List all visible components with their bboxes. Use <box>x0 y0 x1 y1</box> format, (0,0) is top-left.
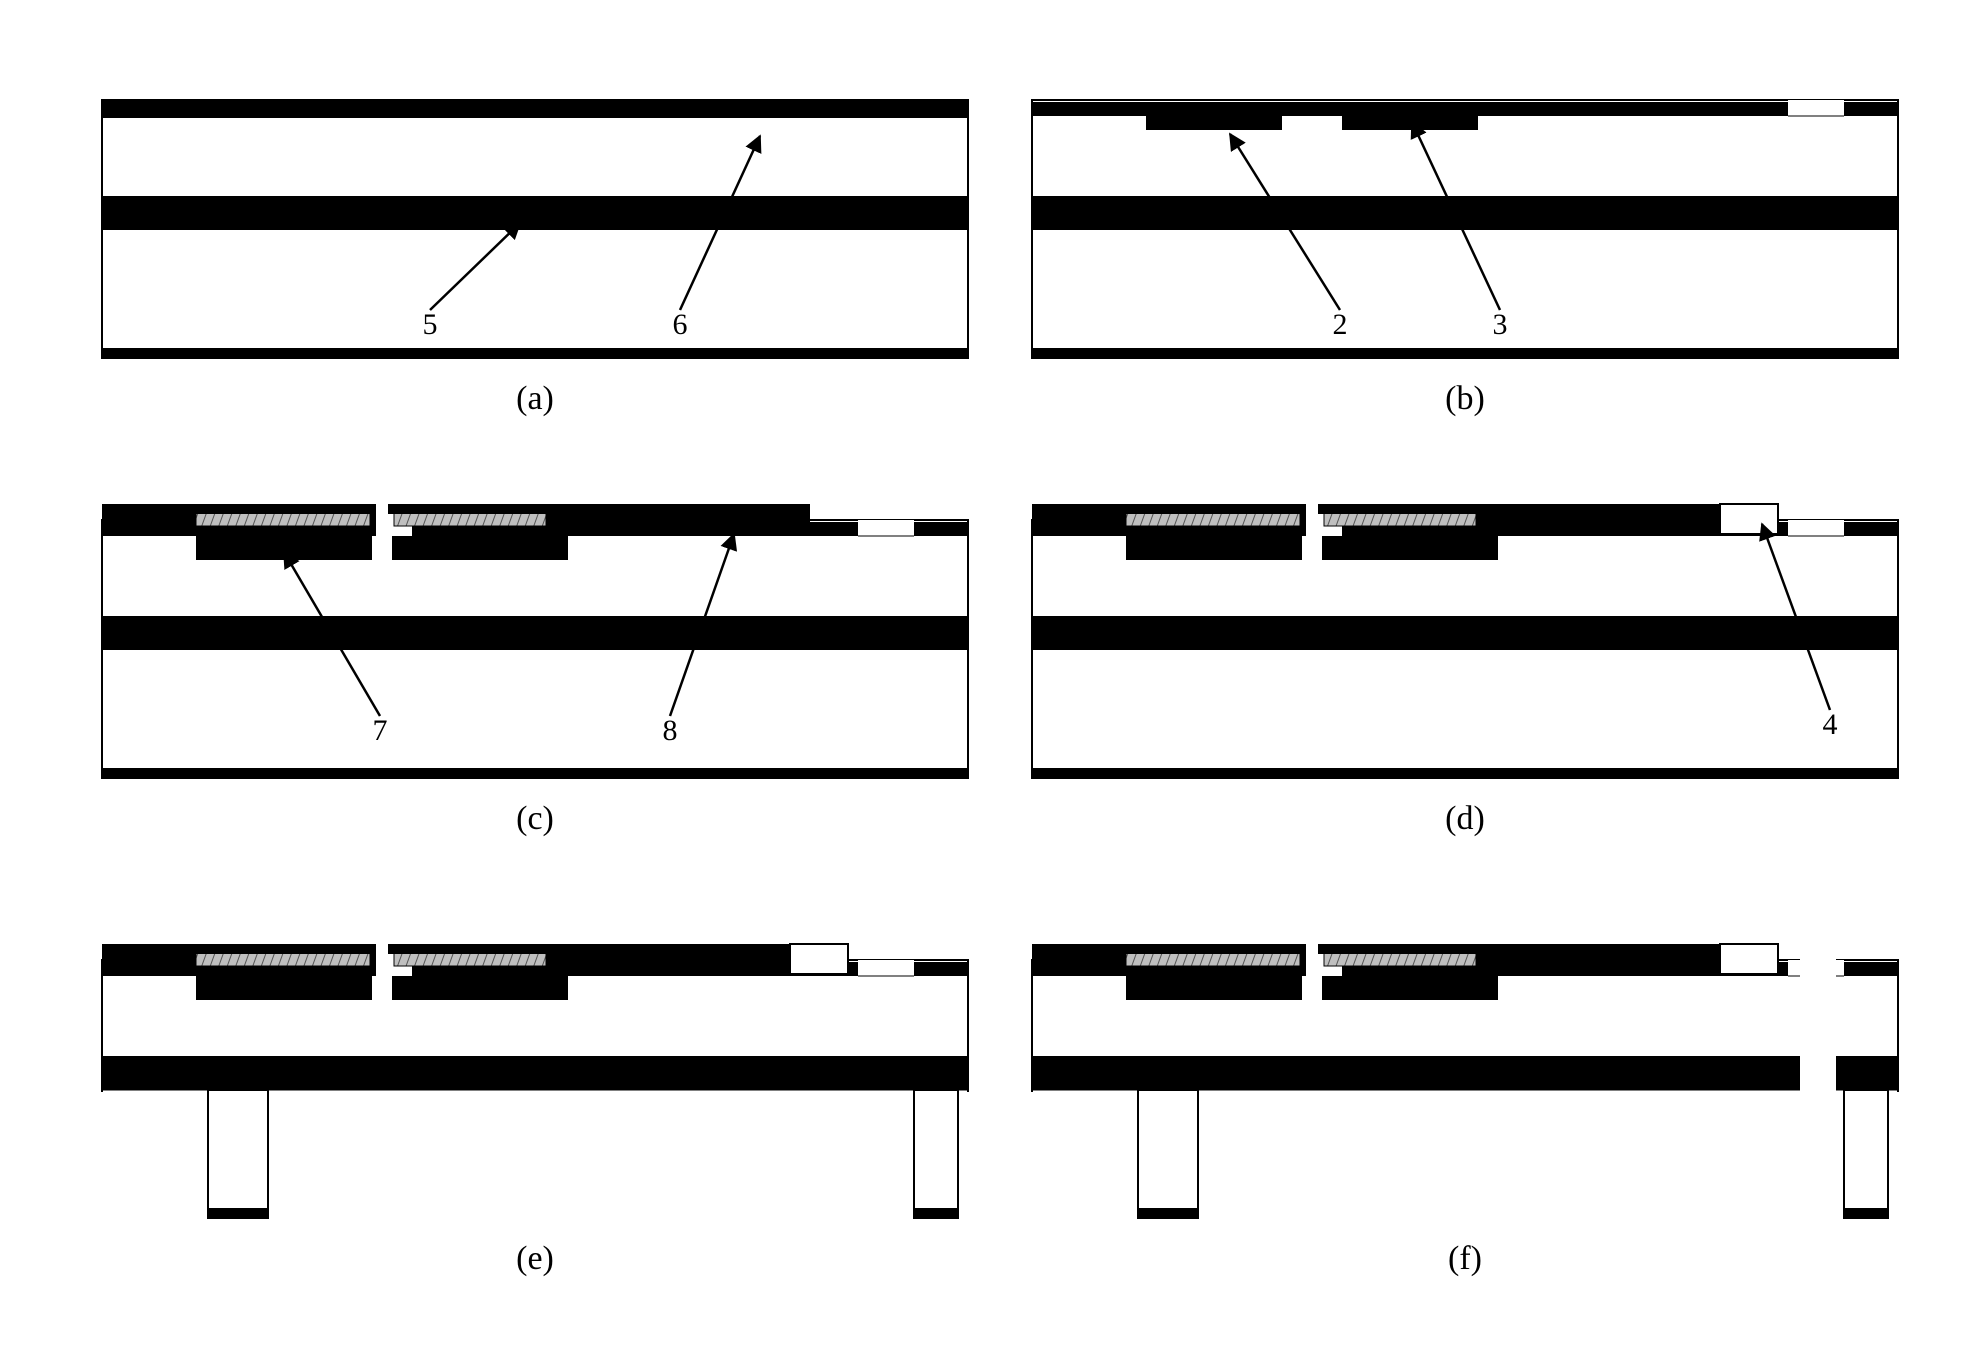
panel-e: (e) <box>100 940 970 1280</box>
callout-label: 6 <box>673 308 688 341</box>
callout-label: 2 <box>1333 308 1348 341</box>
panel-c: 7 8 (c) <box>100 500 970 840</box>
panel-caption-b: (b) <box>1030 380 1900 418</box>
panel-d: 4 (d) <box>1030 500 1900 840</box>
panel-caption-a: (a) <box>100 380 970 418</box>
panel-caption-c: (c) <box>100 800 970 838</box>
panel-caption-d: (d) <box>1030 800 1900 838</box>
callout-label: 8 <box>663 714 678 747</box>
callout-label: 7 <box>373 714 388 747</box>
diagram-canvas: 5 6 (a) 2 3 (b) 7 8 (c) 4 (d) (e) (f) <box>0 0 1972 1364</box>
panel-a: 5 6 (a) <box>100 80 970 420</box>
callout-label: 3 <box>1493 308 1508 341</box>
panel-b: 2 3 (b) <box>1030 80 1900 420</box>
panel-caption-e: (e) <box>100 1240 970 1278</box>
callout-label: 5 <box>423 308 438 341</box>
panel-f: (f) <box>1030 940 1900 1280</box>
callout-label: 4 <box>1823 708 1838 741</box>
panel-caption-f: (f) <box>1030 1240 1900 1278</box>
